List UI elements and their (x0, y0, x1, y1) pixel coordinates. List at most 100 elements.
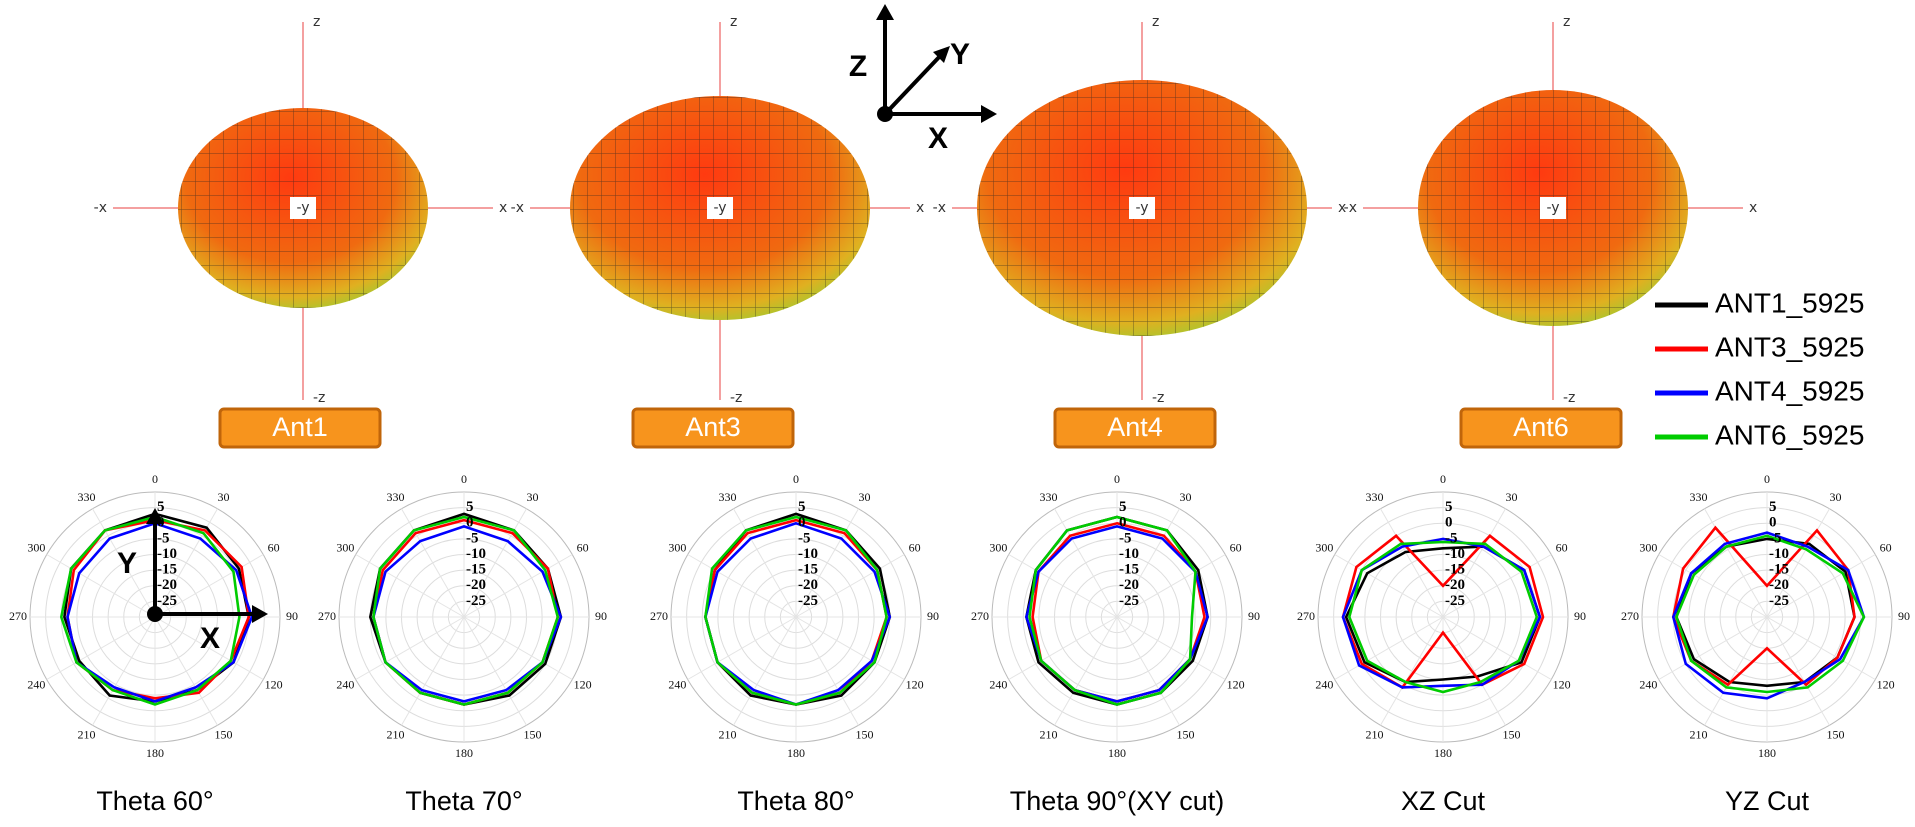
angle-tick-label: 180 (1108, 746, 1126, 760)
angle-tick-label: 240 (989, 677, 1007, 691)
angle-tick-label: 210 (1690, 727, 1708, 741)
angle-tick-label: 330 (387, 490, 405, 504)
axis-y: Y (117, 547, 137, 580)
angle-tick-label: 90 (286, 609, 298, 623)
radial-tick-label: 5 (1119, 499, 1127, 515)
radial-tick-label: -25 (1445, 593, 1465, 609)
angle-tick-label: 90 (1898, 609, 1910, 623)
angle-tick-label: 90 (1248, 609, 1260, 623)
angle-tick-label: 0 (152, 472, 158, 486)
angle-tick-label: 120 (574, 677, 592, 691)
angle-tick-label: 180 (146, 746, 164, 760)
angle-tick-label: 210 (78, 727, 96, 741)
grid-spoke (1009, 617, 1117, 680)
grid-spoke (1117, 617, 1180, 725)
angle-tick-label: 30 (1830, 490, 1842, 504)
radial-tick-label: -20 (1119, 577, 1139, 593)
legend-label: ANT1_5925 (1715, 287, 1864, 318)
axis-label: z (1152, 14, 1159, 30)
polar-charts: 030609012015018021024027030033050-5-10-1… (9, 472, 1910, 816)
angle-tick-label: 150 (856, 727, 874, 741)
angle-tick-label: 330 (719, 490, 737, 504)
chart-title: Theta 70° (405, 786, 522, 816)
legend-label: ANT6_5925 (1715, 419, 1864, 450)
axis-label: -z (730, 390, 742, 406)
axis-label: z (730, 14, 737, 30)
angle-tick-label: 270 (1621, 609, 1639, 623)
axis-label: x (499, 200, 507, 216)
angle-tick-label: 300 (668, 540, 686, 554)
axis-label: -z (313, 390, 325, 406)
angle-tick-label: 210 (387, 727, 405, 741)
grid-spoke (1055, 617, 1118, 725)
radial-tick-label: 0 (798, 515, 806, 531)
angle-tick-label: 60 (1880, 540, 1892, 554)
radial-tick-label: -20 (157, 577, 177, 593)
angle-tick-label: 240 (27, 677, 45, 691)
angle-tick-label: 120 (906, 677, 924, 691)
chart-title: YZ Cut (1725, 786, 1810, 816)
grid-spoke (1009, 555, 1117, 618)
radial-tick-label: -10 (798, 546, 818, 562)
axis-y: Y (950, 38, 970, 71)
angle-tick-label: 300 (1639, 540, 1657, 554)
grid-spoke (47, 617, 155, 680)
angle-tick-label: 240 (336, 677, 354, 691)
axis-label: -z (1152, 390, 1164, 406)
grid-spoke (356, 617, 464, 680)
angle-tick-label: 330 (1366, 490, 1384, 504)
radial-tick-label: -20 (798, 577, 818, 593)
angle-tick-label: 240 (668, 677, 686, 691)
radial-tick-label: -5 (1119, 530, 1132, 546)
angle-tick-label: 240 (1639, 677, 1657, 691)
angle-tick-label: 0 (793, 472, 799, 486)
grid-spoke (734, 617, 797, 725)
angle-tick-label: 270 (971, 609, 989, 623)
angle-tick-label: 60 (1556, 540, 1568, 554)
grid-spoke (796, 617, 904, 680)
angle-tick-label: 0 (1764, 472, 1770, 486)
radial-tick-label: -5 (466, 530, 479, 546)
polar-chart: 030609012015018021024027030033050-5-10-1… (1297, 472, 1586, 816)
radial-tick-label: -15 (466, 562, 486, 578)
radial-tick-label: 0 (1119, 515, 1127, 531)
angle-tick-label: 0 (461, 472, 467, 486)
angle-tick-label: 300 (1315, 540, 1333, 554)
angle-tick-label: 30 (1506, 490, 1518, 504)
radial-tick-label: -25 (798, 593, 818, 609)
grid-spoke (93, 617, 156, 725)
axis-label: -y (713, 200, 726, 216)
radial-tick-label: -10 (157, 546, 177, 562)
angle-tick-label: 90 (595, 609, 607, 623)
axis-label: -y (1546, 200, 1559, 216)
grid-spoke (688, 617, 796, 680)
legend-label: ANT4_5925 (1715, 375, 1864, 406)
radial-tick-label: -25 (466, 593, 486, 609)
angle-tick-label: 120 (1553, 677, 1571, 691)
axis-x: X (200, 622, 220, 655)
angle-tick-label: 120 (1227, 677, 1245, 691)
angle-tick-label: 150 (1503, 727, 1521, 741)
radial-tick-label: -20 (1769, 577, 1789, 593)
legend: ANT1_5925ANT3_5925ANT4_5925ANT6_5925 (1655, 287, 1864, 450)
radial-tick-label: -15 (1769, 562, 1789, 578)
axis-label: -y (296, 200, 309, 216)
angle-tick-label: 30 (218, 490, 230, 504)
angle-tick-label: 270 (9, 609, 27, 623)
radial-tick-label: 0 (1769, 515, 1777, 531)
chart-title: XZ Cut (1401, 786, 1486, 816)
angle-tick-label: 150 (524, 727, 542, 741)
grid-spoke (1381, 509, 1444, 617)
angle-tick-label: 210 (1366, 727, 1384, 741)
radial-tick-label: -10 (1119, 546, 1139, 562)
radial-tick-label: 0 (1445, 515, 1453, 531)
angle-tick-label: 150 (1827, 727, 1845, 741)
grid-spoke (1117, 617, 1225, 680)
radial-tick-label: 5 (466, 499, 474, 515)
angle-tick-label: 150 (1177, 727, 1195, 741)
axis-z: Z (849, 50, 867, 83)
angle-tick-label: 300 (989, 540, 1007, 554)
figure: -yx-xz-zAnt1-yx-xz-zAnt3-yx-xz-zAnt4-yx-… (0, 0, 1915, 822)
antenna-label: Ant4 (1107, 412, 1163, 442)
axis-label: -x (94, 200, 107, 216)
